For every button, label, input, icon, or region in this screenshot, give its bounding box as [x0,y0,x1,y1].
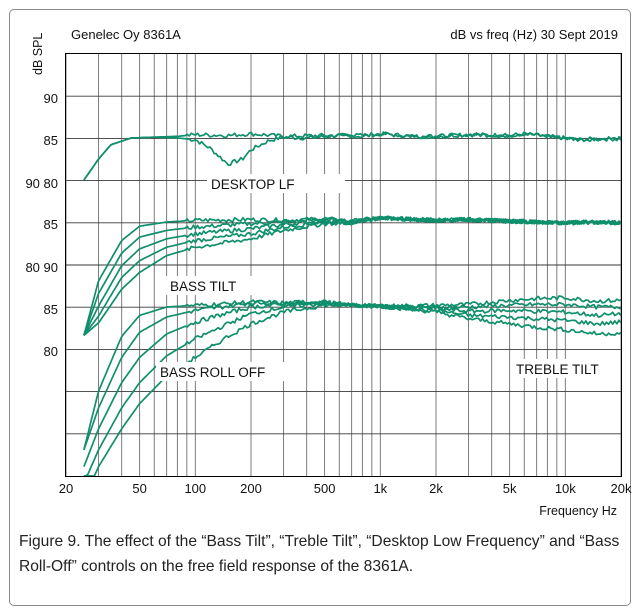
x-tick-label: 5k [503,481,517,496]
annotation-bass-tilt: BASS TILT [170,279,236,294]
y-tick-label: 85 [44,302,58,317]
x-axis-label: Frequency Hz [539,504,617,518]
curves-layer [83,131,622,477]
y-axis-label: dB SPL [31,33,45,75]
x-tick-label: 50 [132,481,146,496]
annotation-desktop-lf: DESKTOP LF [211,177,295,192]
y-tick-label: 80 [44,344,58,359]
annotation-bg-treble-tilt [512,359,614,378]
annotation-treble-tilt: TREBLE TILT [516,362,599,377]
x-tick-label: 20 [59,481,73,496]
response-curve [83,302,622,477]
plot-border [65,53,622,477]
x-tick-label: 1k [373,481,387,496]
y-tick-label: 90 [44,91,58,106]
y-tick-label: 85 [44,133,58,148]
y-tick-label: 80 90 [25,260,58,275]
x-tick-label: 100 [184,481,206,496]
frequency-response-chart: 20 50 100 200 500 1k 2k 5k 10k 20k 90 85 90 80 85 80 … [25,27,632,518]
response-curve [83,131,622,181]
annotation-bg-bass-tilt [166,276,252,295]
response-curve [83,131,622,181]
x-tick-label: 20k [611,481,632,496]
annotation-bass-roll-off: BASS ROLL OFF [160,365,265,380]
figure-caption: Figure 9. The effect of the “Bass Tilt”,… [19,533,620,575]
y-tick-labels: 90 85 90 80 85 80 90 85 80 [25,91,58,359]
annotation-bg-bass-roll-off [156,362,288,381]
annotation-bg-desktop-lf [207,174,345,193]
grid-layer [65,54,622,476]
response-curve [83,299,622,467]
x-tick-label: 200 [240,481,262,496]
y-tick-label: 85 [44,217,58,232]
response-curve [83,216,622,337]
chart-header-right: dB vs freq (Hz) 30 Sept 2019 [450,27,618,42]
x-tick-label: 10k [555,481,576,496]
y-tick-label: 90 80 [25,176,58,191]
x-tick-label: 500 [314,481,336,496]
chart-header-left: Genelec Oy 8361A [71,27,181,42]
x-tick-label: 2k [429,481,443,496]
x-tick-labels: 20 50 100 200 500 1k 2k 5k 10k 20k [59,481,632,496]
